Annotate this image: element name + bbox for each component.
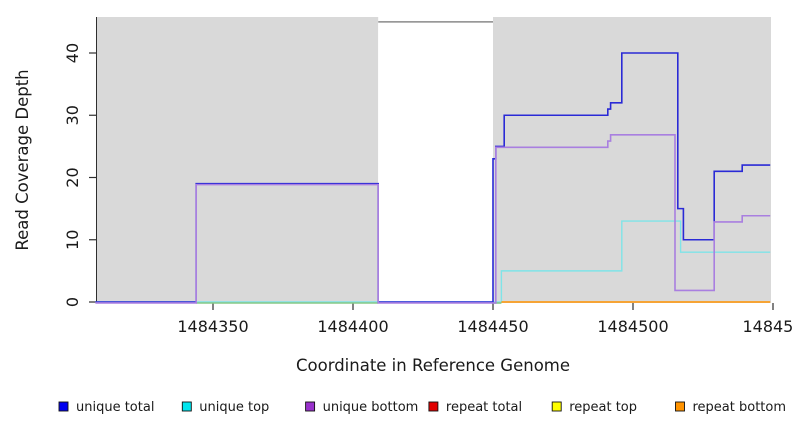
axes	[89, 17, 774, 310]
legend-swatch-0	[58, 401, 69, 412]
y-tick-label-2: 20	[63, 167, 82, 187]
x-tick-label-3: 1484500	[597, 317, 668, 336]
y-axis-title: Read Coverage Depth	[13, 69, 32, 250]
legend-swatch-4	[551, 401, 562, 412]
legend-label-4: repeat top	[569, 400, 637, 415]
legend-label-5: repeat bottom	[693, 400, 787, 415]
legend-label-1: unique top	[199, 400, 269, 415]
y-tick-label-3: 30	[63, 105, 82, 125]
y-tick-label-4: 40	[63, 43, 82, 63]
legend-label-2: unique bottom	[323, 400, 419, 415]
x-tick-label-0: 1484350	[177, 317, 248, 336]
region-covered-left	[96, 17, 379, 303]
legend-swatch-1	[181, 401, 192, 412]
unique-top-line	[95, 220, 771, 303]
x-tick-label-4: 148455	[742, 317, 792, 336]
legend-swatch-2	[305, 401, 316, 412]
data-lines	[95, 52, 771, 304]
legend-swatch-5	[675, 401, 685, 412]
unique-bottom-line	[95, 134, 771, 304]
unique-total-line	[95, 52, 771, 303]
y-tick-label-0: 0	[63, 297, 82, 307]
legend-swatch-3	[428, 401, 439, 412]
x-tick-label-1: 1484400	[317, 317, 388, 336]
background-regions	[96, 17, 771, 303]
region-uncovered-gap	[378, 21, 493, 303]
tick-labels: 1484350148440014844501484500148455010203…	[63, 43, 792, 336]
y-tick-label-1: 10	[63, 230, 82, 250]
region-covered-right	[493, 17, 771, 303]
legend-label-0: unique total	[76, 400, 154, 415]
legend-label-3: repeat total	[446, 400, 522, 415]
x-tick-label-2: 1484450	[457, 317, 528, 336]
legend: unique total unique top unique bottom repea…	[58, 400, 787, 415]
x-axis-title: Coordinate in Reference Genome	[296, 356, 570, 375]
